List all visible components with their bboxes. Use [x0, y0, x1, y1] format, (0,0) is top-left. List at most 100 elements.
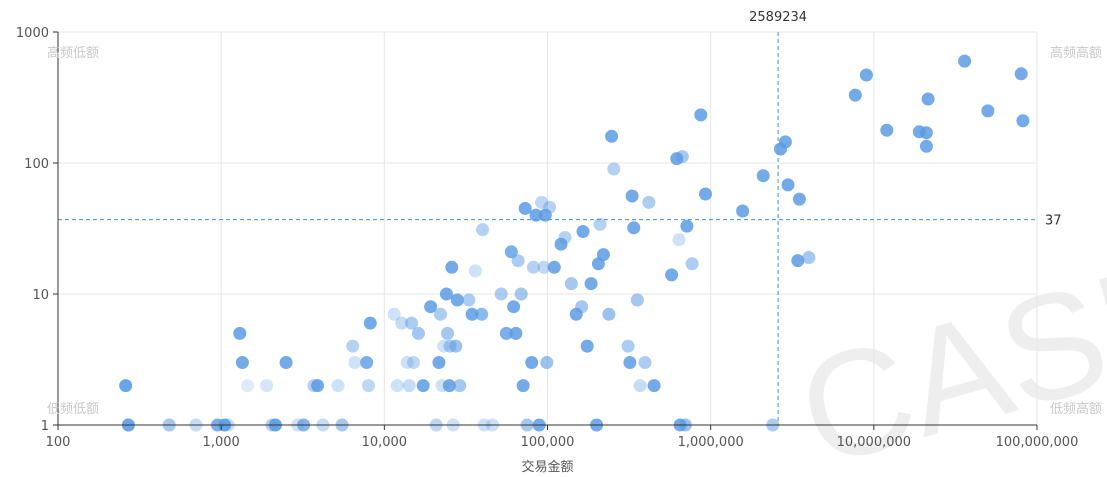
data-point[interactable] — [547, 260, 561, 274]
data-point[interactable] — [346, 339, 360, 353]
data-point[interactable] — [509, 326, 523, 340]
data-point[interactable] — [642, 195, 656, 209]
data-point[interactable] — [558, 231, 572, 244]
data-point[interactable] — [432, 356, 446, 369]
data-point[interactable] — [859, 68, 873, 82]
data-point[interactable] — [449, 339, 463, 353]
data-point[interactable] — [630, 293, 644, 307]
data-point[interactable] — [605, 129, 619, 143]
data-point[interactable] — [694, 108, 708, 122]
data-point[interactable] — [672, 233, 686, 247]
data-point[interactable] — [538, 208, 552, 222]
data-point[interactable] — [468, 264, 482, 278]
data-point[interactable] — [450, 293, 464, 307]
data-point[interactable] — [607, 162, 621, 176]
data-point[interactable] — [848, 88, 862, 102]
data-point[interactable] — [525, 356, 539, 369]
data-point[interactable] — [633, 379, 647, 393]
data-point[interactable] — [1016, 114, 1030, 128]
data-point[interactable] — [675, 150, 689, 164]
data-point[interactable] — [387, 307, 401, 321]
data-point[interactable] — [360, 356, 374, 369]
data-point[interactable] — [792, 192, 806, 206]
data-point[interactable] — [593, 217, 607, 231]
data-point[interactable] — [919, 139, 933, 153]
data-point[interactable] — [1014, 67, 1028, 81]
data-point[interactable] — [564, 277, 578, 291]
data-point[interactable] — [279, 356, 293, 369]
data-point[interactable] — [348, 356, 362, 369]
data-point[interactable] — [465, 307, 479, 321]
data-point[interactable] — [621, 339, 635, 353]
data-point[interactable] — [778, 135, 792, 149]
data-point[interactable] — [233, 326, 247, 340]
data-point[interactable] — [475, 307, 489, 321]
data-point[interactable] — [390, 379, 404, 393]
data-point[interactable] — [260, 379, 274, 393]
data-point[interactable] — [958, 54, 972, 68]
data-point[interactable] — [395, 316, 409, 330]
data-point[interactable] — [537, 260, 551, 274]
data-point[interactable] — [235, 356, 249, 369]
data-point[interactable] — [434, 307, 447, 321]
data-point[interactable] — [880, 123, 894, 137]
data-point[interactable] — [540, 356, 554, 369]
data-point[interactable] — [476, 223, 490, 237]
data-point[interactable] — [535, 195, 549, 209]
data-point[interactable] — [791, 254, 805, 268]
data-point[interactable] — [543, 200, 557, 214]
data-point[interactable] — [781, 178, 795, 192]
data-point[interactable] — [575, 300, 589, 314]
data-point[interactable] — [363, 316, 377, 330]
data-point[interactable] — [331, 379, 345, 393]
data-point[interactable] — [518, 201, 532, 215]
data-point[interactable] — [623, 356, 637, 369]
data-point[interactable] — [504, 245, 518, 259]
data-point[interactable] — [445, 260, 459, 274]
data-point[interactable] — [921, 92, 935, 106]
data-point[interactable] — [981, 104, 995, 118]
data-point[interactable] — [441, 326, 454, 340]
data-point[interactable] — [580, 339, 594, 353]
data-point[interactable] — [462, 293, 476, 307]
data-point[interactable] — [412, 326, 425, 340]
data-point[interactable] — [602, 307, 616, 321]
data-point[interactable] — [584, 277, 598, 291]
data-point[interactable] — [529, 208, 543, 222]
data-point[interactable] — [424, 300, 438, 314]
data-point[interactable] — [554, 237, 568, 251]
data-point[interactable] — [516, 379, 530, 393]
data-point[interactable] — [511, 254, 525, 268]
data-point[interactable] — [627, 221, 641, 235]
data-point[interactable] — [699, 187, 712, 201]
data-point[interactable] — [499, 326, 513, 340]
data-point[interactable] — [407, 356, 420, 369]
data-point[interactable] — [439, 287, 453, 301]
data-point[interactable] — [736, 204, 750, 218]
data-point[interactable] — [362, 379, 375, 393]
data-point[interactable] — [405, 316, 419, 330]
data-point[interactable] — [400, 356, 414, 369]
data-point[interactable] — [311, 379, 325, 393]
data-point[interactable] — [507, 300, 521, 314]
data-point[interactable] — [802, 251, 816, 264]
data-point[interactable] — [453, 379, 467, 393]
data-point[interactable] — [596, 248, 610, 262]
data-point[interactable] — [756, 169, 770, 183]
data-point[interactable] — [119, 379, 133, 393]
data-point[interactable] — [494, 287, 508, 301]
data-point[interactable] — [241, 379, 254, 393]
data-point[interactable] — [576, 225, 590, 238]
data-point[interactable] — [514, 287, 528, 301]
data-point[interactable] — [647, 379, 661, 393]
data-point[interactable] — [638, 356, 652, 369]
data-point[interactable] — [625, 189, 639, 203]
data-point[interactable] — [680, 219, 694, 233]
data-point[interactable] — [402, 379, 416, 393]
data-point[interactable] — [665, 268, 679, 282]
data-point[interactable] — [685, 257, 699, 271]
data-point[interactable] — [416, 379, 430, 393]
data-point[interactable] — [526, 260, 540, 274]
data-point[interactable] — [442, 379, 456, 393]
data-point[interactable] — [919, 126, 933, 140]
